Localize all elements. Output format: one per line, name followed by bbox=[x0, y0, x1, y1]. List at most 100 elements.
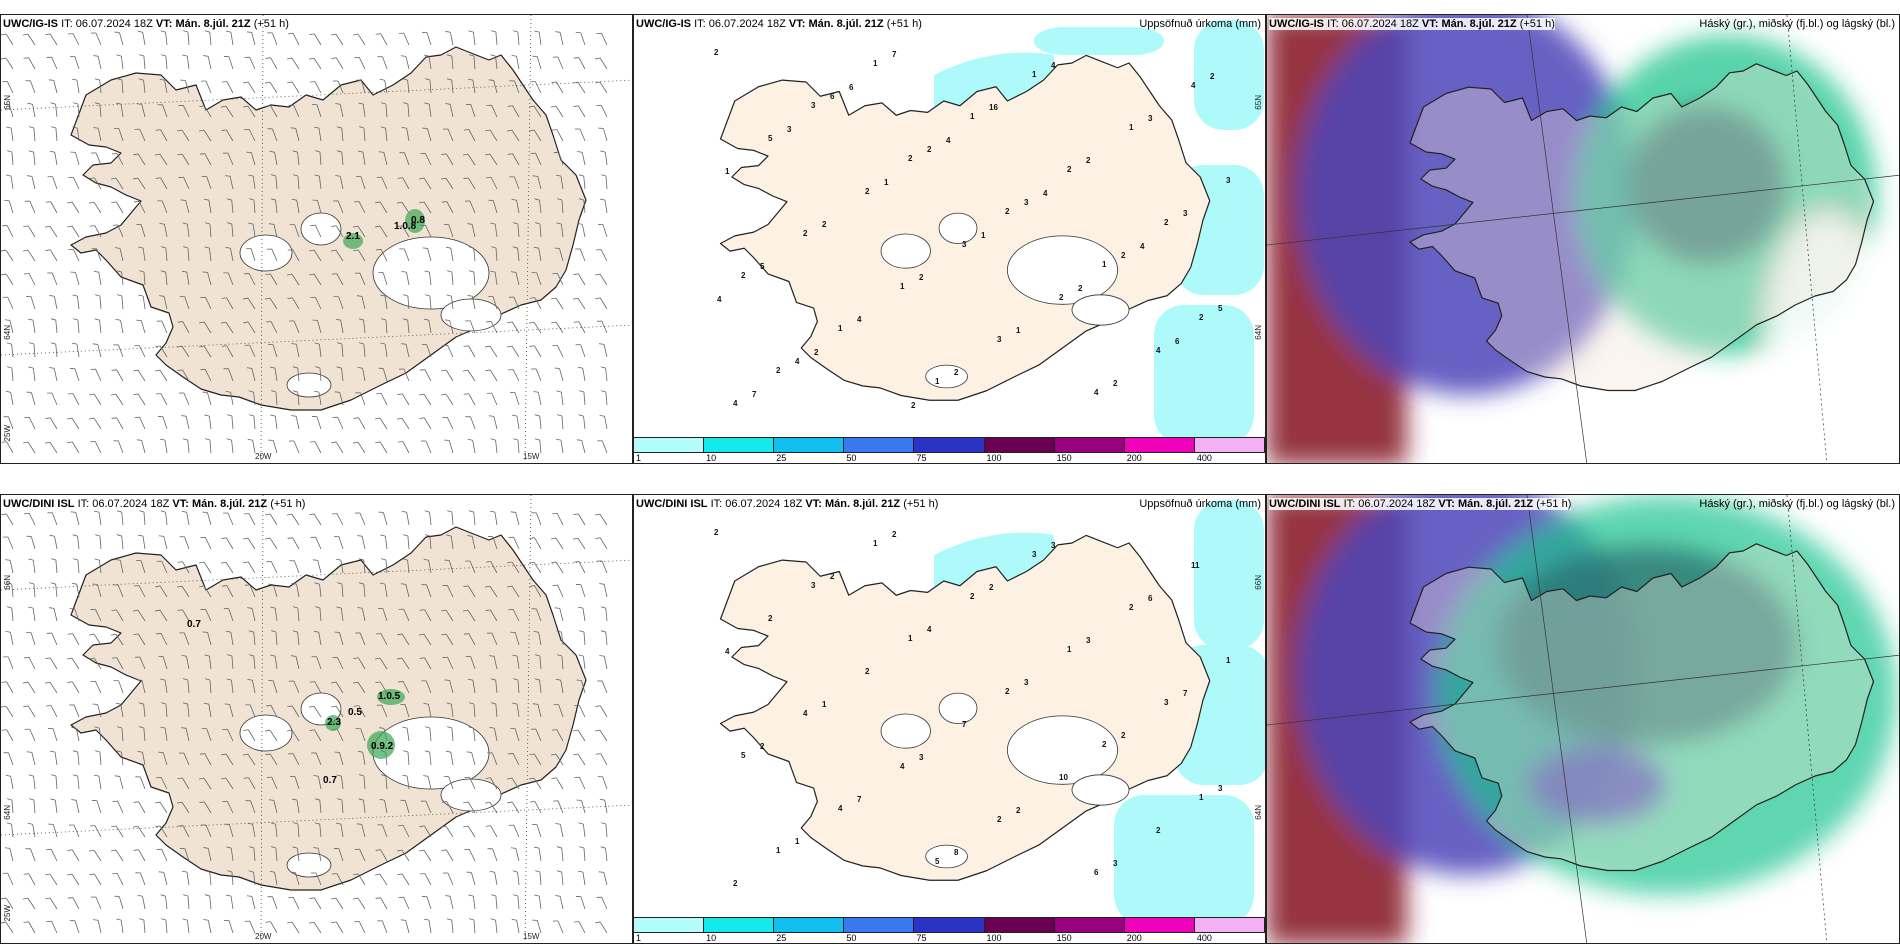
colorbar-swatch bbox=[774, 438, 845, 452]
precip-value: 2 bbox=[1199, 313, 1204, 322]
precip-value: 2 bbox=[865, 187, 870, 196]
wind-annotation: 1.0.8 bbox=[394, 221, 417, 232]
lon-label: 20W bbox=[255, 452, 272, 461]
precip-value: 2 bbox=[714, 528, 719, 537]
precip-value: 2 bbox=[1210, 72, 1215, 81]
lat-label: 66N bbox=[1254, 575, 1263, 590]
colorbar-swatch bbox=[704, 438, 775, 452]
wind-annotation: 0.7 bbox=[187, 619, 201, 630]
iceland-landmass bbox=[719, 54, 1211, 401]
iceland-landmass bbox=[70, 526, 587, 891]
precip-value: 2 bbox=[1016, 806, 1021, 815]
panel-header: UWC/DINI ISL IT: 06.07.2024 18Z VT: Mán.… bbox=[636, 498, 939, 510]
lat-label: 64N bbox=[1254, 325, 1263, 340]
colorbar-swatch bbox=[1124, 438, 1195, 452]
precip-value: 4 bbox=[857, 315, 862, 324]
precip-value: 2 bbox=[997, 815, 1002, 824]
colorbar-swatch bbox=[1194, 438, 1265, 452]
precip-value: 4 bbox=[1140, 242, 1145, 251]
graticule bbox=[1267, 15, 1899, 463]
lat-label: 64N bbox=[3, 805, 12, 820]
lat-label: 64N bbox=[3, 325, 12, 340]
precip-value: 2 bbox=[927, 145, 932, 154]
colorbar-swatch bbox=[914, 438, 985, 452]
wind-panel-bottom: UWC/DINI ISL IT: 06.07.2024 18Z VT: Mán.… bbox=[0, 494, 633, 944]
precip-value: 2 bbox=[1121, 251, 1126, 260]
precip-map: 2322122112221111321344523244623254716235… bbox=[634, 15, 1265, 463]
precip-value: 8 bbox=[954, 848, 959, 857]
colorbar-swatch bbox=[1054, 438, 1125, 452]
precip-value: 2 bbox=[1086, 156, 1091, 165]
panel-header: UWC/DINI ISL IT: 06.07.2024 18Z VT: Mán.… bbox=[3, 498, 306, 510]
precip-value: 1 bbox=[884, 178, 889, 187]
panel-header: UWC/IG-IS IT: 06.07.2024 18Z VT: Mán. 8.… bbox=[3, 18, 289, 30]
precip-value: 1 bbox=[1016, 326, 1021, 335]
precip-value: 4 bbox=[717, 295, 722, 304]
precip-value: 1 bbox=[1129, 123, 1134, 132]
colorbar-tick-label: 200 bbox=[1126, 453, 1142, 463]
precip-value: 5 bbox=[741, 751, 746, 760]
precip-value: 3 bbox=[1024, 678, 1029, 687]
wind-annotation: 0.9.2 bbox=[371, 741, 394, 752]
precip-value: 4 bbox=[1156, 346, 1161, 355]
colorbar-tick-label: 150 bbox=[1056, 933, 1072, 943]
precip-value: 6 bbox=[1175, 337, 1180, 346]
precip-value: 2 bbox=[1005, 207, 1010, 216]
colorbar-tick-label: 75 bbox=[916, 933, 927, 943]
colorbar-swatch bbox=[844, 918, 915, 932]
colorbar-swatch bbox=[634, 438, 705, 452]
precip-value: 1 bbox=[725, 167, 730, 176]
iceland-landmass bbox=[1409, 543, 1875, 872]
wind-annotation: 0.5 bbox=[348, 707, 362, 718]
precip-value: 2 bbox=[911, 401, 916, 410]
graticule bbox=[1, 495, 632, 943]
precip-value: 3 bbox=[1164, 698, 1169, 707]
colorbar-tick-label: 25 bbox=[776, 933, 787, 943]
cloud-panel-bottom: UWC/DINI ISL IT: 06.07.2024 18Z VT: Mán.… bbox=[1266, 494, 1900, 944]
colorbar-tick-label: 150 bbox=[1056, 453, 1072, 463]
precip-value: 2 bbox=[776, 366, 781, 375]
precip-value: 2 bbox=[919, 273, 924, 282]
wind-barbs bbox=[1, 30, 608, 454]
colorbar-swatch bbox=[1124, 918, 1195, 932]
precip-value: 3 bbox=[787, 125, 792, 134]
precip-value: 4 bbox=[1094, 388, 1099, 397]
precip-value: 2 bbox=[1067, 165, 1072, 174]
precip-value: 5 bbox=[760, 262, 765, 271]
precip-value: 1 bbox=[873, 59, 878, 68]
wind-annotation: 2.1 bbox=[346, 231, 360, 242]
precip-value: 1 bbox=[970, 112, 975, 121]
cloud-layers bbox=[1267, 495, 1897, 943]
panel-header: UWC/IG-IS IT: 06.07.2024 18Z VT: Mán. 8.… bbox=[636, 18, 922, 30]
precip-value: 2 bbox=[1156, 826, 1161, 835]
precip-value: 3 bbox=[1226, 176, 1231, 185]
precip-value: 1 bbox=[935, 377, 940, 386]
precip-value: 7 bbox=[962, 720, 967, 729]
wind-map bbox=[1, 495, 632, 943]
colorbar-swatch bbox=[844, 438, 915, 452]
colorbar-swatch bbox=[984, 438, 1055, 452]
precip-value: 2 bbox=[970, 592, 975, 601]
precip-value: 3 bbox=[962, 240, 967, 249]
precip-value: 6 bbox=[1094, 868, 1099, 877]
precip-value: 6 bbox=[830, 92, 835, 101]
colorbar-tick-label: 400 bbox=[1196, 453, 1212, 463]
precip-value: 1 bbox=[1067, 645, 1072, 654]
precip-value: 3 bbox=[1113, 859, 1118, 868]
wind-annotation: 1.0.5 bbox=[378, 691, 401, 702]
precip-value: 2 bbox=[714, 48, 719, 57]
precip-value: 1 bbox=[1226, 656, 1231, 665]
lon-label: 15W bbox=[523, 932, 540, 941]
precip-value: 4 bbox=[946, 136, 951, 145]
panel-title: Uppsöfnuð úrkoma (mm) bbox=[1139, 18, 1261, 30]
colorbar-tick-label: 25 bbox=[776, 453, 787, 463]
precip-value: 16 bbox=[989, 103, 998, 112]
panel-header: UWC/IG-IS IT: 06.07.2024 18Z VT: Mán. 8.… bbox=[1269, 18, 1555, 30]
precip-value: 10 bbox=[1059, 773, 1068, 782]
precip-value: 4 bbox=[838, 804, 843, 813]
precip-value: 3 bbox=[811, 101, 816, 110]
lat-label: 25W bbox=[3, 425, 12, 442]
precip-value: 1 bbox=[1199, 793, 1204, 802]
colorbar-tick-label: 400 bbox=[1196, 933, 1212, 943]
precip-value: 2 bbox=[1121, 731, 1126, 740]
